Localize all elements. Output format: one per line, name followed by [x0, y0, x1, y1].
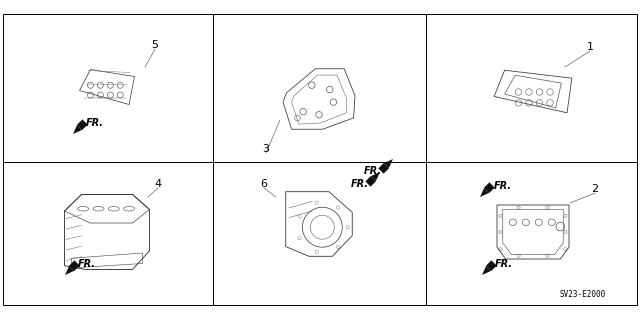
Text: FR.: FR.: [78, 259, 96, 269]
Polygon shape: [482, 266, 491, 275]
Text: 6: 6: [260, 179, 268, 189]
Polygon shape: [65, 266, 74, 275]
Polygon shape: [384, 159, 393, 168]
Text: 2: 2: [591, 184, 598, 194]
Text: FR.: FR.: [351, 179, 369, 189]
Polygon shape: [371, 172, 380, 181]
Text: SV23-E2000: SV23-E2000: [560, 290, 606, 299]
Text: FR.: FR.: [495, 259, 513, 269]
Text: FR.: FR.: [364, 166, 382, 176]
Text: FR.: FR.: [494, 181, 512, 191]
Text: 4: 4: [154, 179, 161, 189]
Polygon shape: [480, 188, 489, 197]
Text: FR.: FR.: [86, 118, 104, 128]
Text: 1: 1: [586, 42, 593, 52]
Polygon shape: [73, 125, 82, 134]
Text: 3: 3: [262, 144, 269, 154]
Text: 5: 5: [152, 40, 159, 50]
